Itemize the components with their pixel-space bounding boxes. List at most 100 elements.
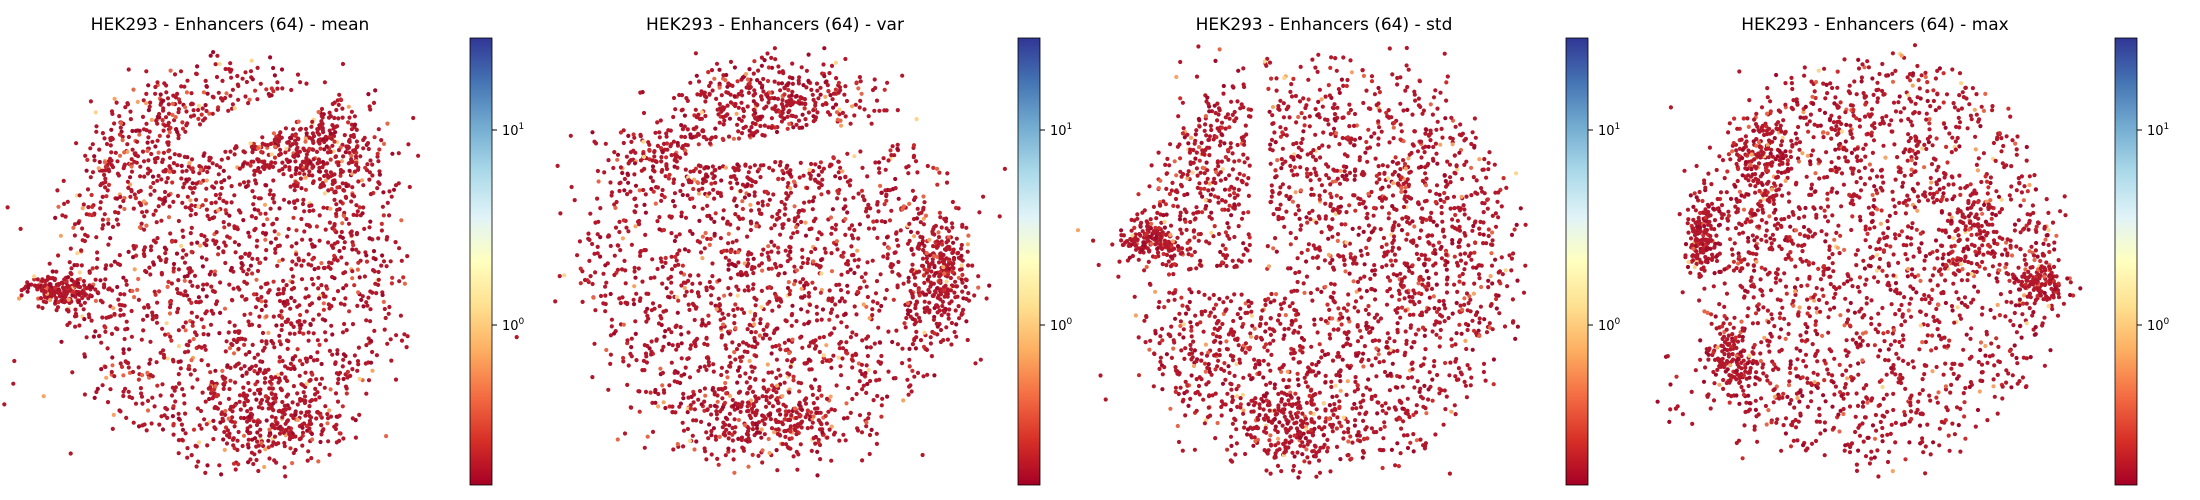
scatter-point — [340, 235, 345, 240]
scatter-point — [68, 246, 73, 251]
scatter-point — [155, 121, 160, 126]
scatter-point — [176, 411, 181, 416]
scatter-point — [767, 401, 772, 406]
scatter-point — [813, 441, 818, 446]
scatter-point — [164, 180, 169, 185]
scatter-point — [262, 202, 268, 207]
scatter-point — [82, 352, 87, 357]
scatter-point — [376, 277, 381, 282]
scatter-point — [249, 322, 255, 327]
scatter-point — [196, 300, 201, 305]
scatter-point — [254, 181, 259, 186]
scatter-point — [860, 458, 865, 463]
scatter-point — [826, 190, 831, 195]
scatter-point — [411, 115, 416, 121]
scatter-point — [267, 427, 272, 432]
scatter-point — [192, 273, 198, 278]
scatter-point — [910, 342, 916, 347]
scatter-point — [664, 286, 669, 291]
scatter-point — [279, 371, 284, 376]
scatter-point — [211, 50, 216, 55]
scatter-point — [936, 260, 942, 265]
scatter-point — [83, 153, 88, 158]
scatter-point — [231, 461, 237, 466]
scatter-point — [287, 432, 292, 437]
scatter-point — [270, 386, 275, 391]
scatter-point — [865, 353, 871, 359]
scatter-point — [705, 213, 710, 219]
scatter-point — [246, 380, 251, 386]
scatter-point — [871, 398, 876, 403]
scatter-point — [205, 91, 210, 96]
scatter-point — [382, 327, 387, 332]
scatter-point — [769, 55, 774, 61]
scatter-point — [593, 270, 598, 275]
scatter-point — [779, 119, 785, 124]
scatter-point — [377, 181, 382, 186]
scatter-point — [265, 399, 270, 404]
scatter-point — [199, 317, 204, 322]
scatter-point — [811, 401, 816, 406]
scatter-point — [754, 430, 759, 435]
scatter-point — [273, 247, 278, 252]
scatter-point — [190, 190, 195, 195]
scatter-point — [184, 109, 189, 114]
scatter-point — [236, 462, 241, 467]
scatter-point — [325, 161, 330, 166]
scatter-point — [845, 415, 850, 420]
scatter-point — [236, 329, 241, 334]
scatter-point — [790, 76, 795, 81]
scatter-point — [864, 424, 869, 429]
scatter-point — [115, 171, 120, 176]
scatter-point — [317, 169, 323, 174]
scatter-point — [306, 449, 311, 454]
scatter-point — [131, 206, 136, 211]
scatter-point — [334, 202, 339, 207]
scatter-point — [283, 474, 288, 479]
scatter-point — [249, 58, 254, 63]
scatter-point — [907, 364, 912, 369]
scatter-point — [324, 144, 329, 149]
scatter-point — [351, 212, 356, 217]
scatter-point — [191, 337, 196, 342]
scatter-point — [862, 107, 867, 112]
scatter-point — [629, 405, 634, 410]
scatter-point — [368, 307, 373, 312]
scatter-point — [363, 361, 368, 366]
scatter-point — [692, 447, 697, 452]
scatter-point — [747, 192, 752, 198]
scatter-point — [792, 282, 797, 287]
scatter-point — [736, 226, 741, 231]
scatter-point — [820, 102, 825, 107]
scatter-point — [153, 208, 158, 213]
scatter-point — [349, 127, 354, 132]
scatter-point — [107, 169, 112, 174]
scatter-point — [937, 210, 943, 215]
scatter-point — [322, 147, 327, 152]
scatter-point — [324, 169, 329, 174]
scatter-point — [787, 350, 792, 356]
scatter-point — [121, 275, 126, 280]
scatter-point — [146, 158, 151, 163]
scatter-point — [758, 175, 763, 180]
scatter-point — [855, 428, 861, 433]
scatter-point — [228, 149, 233, 154]
scatter-point — [184, 177, 189, 182]
scatter-point — [788, 424, 793, 429]
scatter-point — [557, 274, 562, 279]
scatter-point — [934, 321, 939, 326]
scatter-point — [710, 274, 715, 279]
scatter-point — [196, 116, 201, 121]
scatter-point — [715, 399, 720, 404]
scatter-point — [766, 436, 771, 442]
scatter-point — [382, 306, 387, 312]
scatter-point — [335, 351, 340, 356]
scatter-point — [259, 397, 265, 403]
scatter-point — [38, 296, 44, 301]
scatter-point — [896, 243, 901, 248]
scatter-point — [719, 365, 725, 370]
scatter-point — [884, 108, 889, 113]
scatter-point — [117, 114, 122, 119]
scatter-point — [197, 122, 203, 127]
scatter-point — [399, 258, 404, 263]
